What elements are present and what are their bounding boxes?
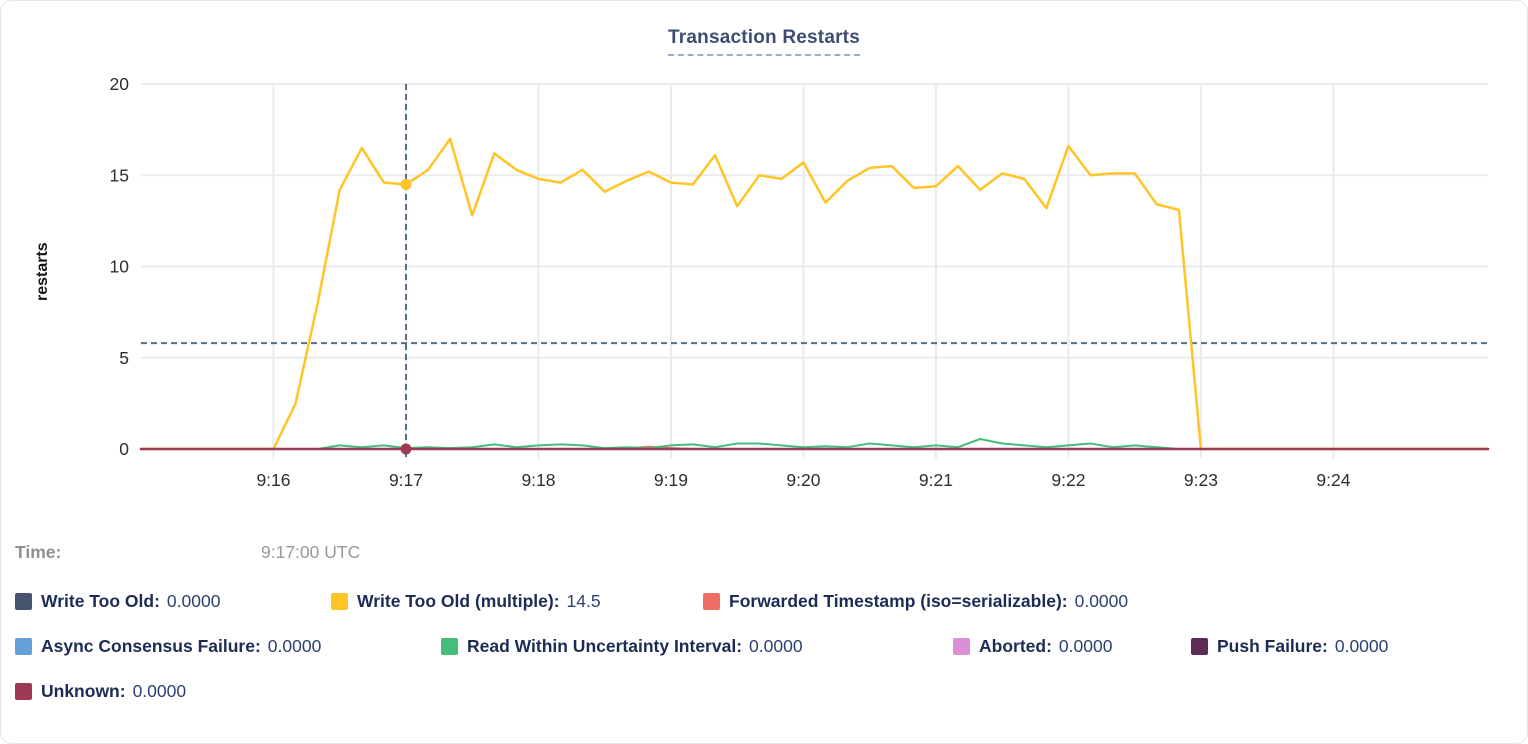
x-tick-label: 9:19 <box>654 470 688 490</box>
legend-value: 0.0000 <box>1074 590 1129 611</box>
legend-swatch <box>15 682 32 700</box>
legend-item: Push Failure: 0.0000 <box>1191 632 1515 660</box>
legend-value: 0.0000 <box>1334 635 1389 656</box>
legend-item: Write Too Old (multiple): 14.5 <box>331 587 703 615</box>
series-line-read-within-uncertainty-interval <box>140 438 1489 450</box>
y-axis-label: restarts <box>34 242 51 301</box>
legend-value: 0.0000 <box>749 635 803 656</box>
legend-swatch <box>331 592 348 610</box>
y-tick-label: 0 <box>119 439 129 459</box>
legend-swatch <box>15 637 32 655</box>
legend-item: Unknown: 0.0000 <box>15 677 315 705</box>
x-tick-label: 9:22 <box>1051 470 1085 490</box>
legend-label: Read Within Uncertainty Interval: <box>467 635 743 656</box>
hover-dot <box>400 178 412 190</box>
legend-label: Aborted: <box>979 635 1052 656</box>
legend-swatch <box>953 637 970 655</box>
legend-swatch <box>15 592 32 610</box>
legend-item: Async Consensus Failure: 0.0000 <box>15 632 441 660</box>
legend-value: 0.0000 <box>132 680 187 701</box>
legend-item: Write Too Old: 0.0000 <box>15 587 331 615</box>
hover-dot <box>400 443 412 455</box>
hover-time-label: Time: <box>15 542 62 562</box>
legend-value: 0.0000 <box>267 635 322 656</box>
legend-label: Unknown: <box>41 680 126 701</box>
chart-plot-area[interactable]: 0 5 10 15 20 9:16 9:17 9:18 9:19 9:20 9:21 9:22 9:23… <box>1 1 1528 506</box>
legend-label: Write Too Old (multiple): <box>357 590 560 611</box>
legend-value: 14.5 <box>566 590 601 611</box>
series-line-write-too-old-multiple- <box>139 137 1490 451</box>
x-tick-label: 9:17 <box>389 470 423 490</box>
y-tick-label: 10 <box>110 257 130 277</box>
legend-item: Forwarded Timestamp (iso=serializable): 0… <box>703 587 1515 615</box>
legend-label: Push Failure: <box>1217 635 1328 656</box>
legend-label: Forwarded Timestamp (iso=serializable): <box>729 590 1068 611</box>
x-tick-label: 9:23 <box>1184 470 1218 490</box>
chart-legend: Write Too Old: 0.0000 Write Too Old (multi… <box>15 587 1517 705</box>
chart-title-wrap: Transaction Restarts <box>1 27 1527 56</box>
legend-item: Aborted: 0.0000 <box>953 632 1191 660</box>
hover-time-row: Time: 9:17:00 UTC <box>15 542 360 563</box>
legend-swatch <box>703 592 720 610</box>
legend-item: Read Within Uncertainty Interval: 0.0000 <box>441 632 953 660</box>
legend-label: Write Too Old: <box>41 590 160 611</box>
legend-swatch <box>441 637 458 655</box>
legend-label: Async Consensus Failure: <box>41 635 261 656</box>
legend-value: 0.0000 <box>1058 635 1113 656</box>
legend-swatch <box>1191 637 1208 655</box>
y-tick-label: 20 <box>110 74 130 94</box>
x-tick-label: 9:21 <box>919 470 953 490</box>
x-tick-label: 9:24 <box>1316 470 1350 490</box>
x-tick-label: 9:20 <box>786 470 820 490</box>
y-tick-label: 5 <box>119 348 129 368</box>
x-tick-label: 9:18 <box>521 470 555 490</box>
x-tick-label: 9:16 <box>256 470 290 490</box>
chart-title[interactable]: Transaction Restarts <box>668 27 860 56</box>
y-tick-label: 15 <box>110 165 129 185</box>
hover-time-value: 9:17:00 UTC <box>261 542 361 562</box>
legend-value: 0.0000 <box>166 590 221 611</box>
